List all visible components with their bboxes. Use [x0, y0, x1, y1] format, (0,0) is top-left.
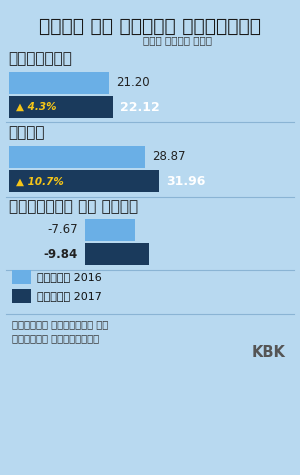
Text: भारत का विदेश व्यापार: भारत का विदेश व्यापार [39, 17, 261, 36]
Text: व्यापार का अंतर: व्यापार का अंतर [9, 199, 138, 214]
FancyBboxPatch shape [9, 171, 159, 192]
Text: KBK: KBK [252, 345, 285, 361]
FancyBboxPatch shape [85, 243, 149, 265]
Text: आयात: आयात [9, 125, 45, 140]
Text: ▲ 10.7%: ▲ 10.7% [16, 176, 64, 186]
Text: निर्यात: निर्यात [9, 51, 73, 66]
FancyBboxPatch shape [12, 289, 31, 303]
FancyBboxPatch shape [9, 146, 145, 168]
FancyBboxPatch shape [9, 96, 113, 118]
Text: 28.87: 28.87 [152, 151, 185, 163]
Text: जनवरी 2017: जनवरी 2017 [37, 291, 101, 301]
FancyBboxPatch shape [85, 218, 135, 241]
Text: अरब डॉलर में: अरब डॉलर में [143, 36, 212, 46]
Text: 31.96: 31.96 [167, 175, 206, 188]
Text: 22.12: 22.12 [120, 101, 160, 114]
Text: -9.84: -9.84 [44, 247, 78, 261]
Text: 21.20: 21.20 [116, 76, 149, 89]
Text: जनवरी 2016: जनवरी 2016 [37, 272, 101, 282]
Text: स्रोतः वाणिज्य और
उद्योग मंत्रालय: स्रोतः वाणिज्य और उद्योग मंत्रालय [12, 320, 108, 343]
Text: ▲ 4.3%: ▲ 4.3% [16, 102, 56, 112]
Text: -7.67: -7.67 [47, 223, 78, 236]
FancyBboxPatch shape [9, 72, 109, 94]
FancyBboxPatch shape [12, 270, 31, 284]
